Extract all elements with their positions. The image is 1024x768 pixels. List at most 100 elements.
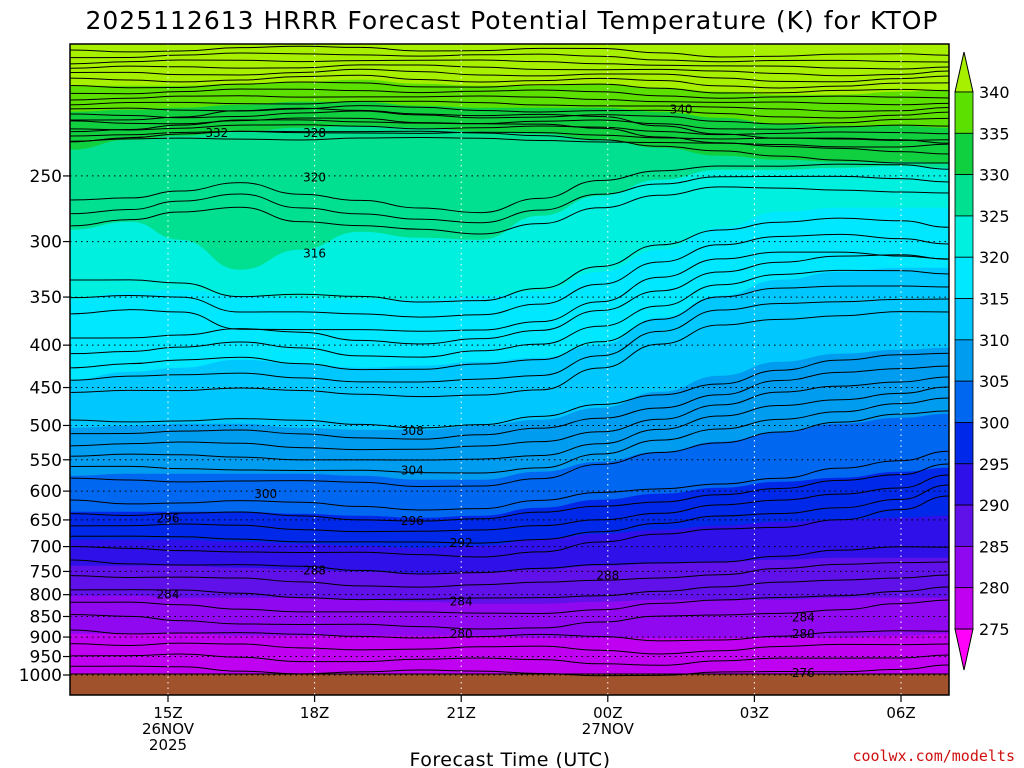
x-tick-label: 00Z xyxy=(593,704,622,722)
isentrope-line xyxy=(70,81,949,94)
y-tick-label: 450 xyxy=(30,379,62,399)
contour-fill-layer: 340 332 328 320 316 308 304 300 296 296 292 288 288 2… xyxy=(70,44,949,695)
isentrope-line xyxy=(70,59,949,70)
isentrope-line xyxy=(70,217,949,303)
colorbar-swatch xyxy=(954,545,974,589)
isentrope-line xyxy=(70,586,949,614)
y-tick-label: 600 xyxy=(30,482,62,502)
colorbar-tick-label: 300 xyxy=(979,413,1010,432)
ground-surface xyxy=(70,674,949,695)
isentrope-line xyxy=(70,574,949,601)
colorbar-swatch xyxy=(954,587,974,630)
contour-label: 316 xyxy=(303,246,326,260)
colorbar-swatch xyxy=(954,215,974,258)
colorbar-tick-label: 340 xyxy=(979,83,1010,102)
contour-label: 288 xyxy=(596,568,619,582)
isentrope-line xyxy=(70,64,949,77)
colorbar-swatch xyxy=(954,132,974,176)
contour-label: 284 xyxy=(450,594,473,608)
colorbar-tick-label: 285 xyxy=(979,537,1010,556)
colorbar-swatch xyxy=(954,463,974,506)
contour-label: 320 xyxy=(303,170,326,184)
isentrope-line xyxy=(70,175,949,224)
isentrope-line xyxy=(70,376,949,451)
isentrope-line xyxy=(70,45,949,58)
isentrope-line xyxy=(70,664,949,677)
colorbar-swatch xyxy=(954,298,974,341)
isentrope-line xyxy=(70,88,949,99)
contour-label: 280 xyxy=(792,627,815,641)
contour-label: 300 xyxy=(254,487,277,501)
colorbar-swatch xyxy=(954,91,974,134)
x-tick-label: 18Z xyxy=(300,704,329,722)
isentrope-line xyxy=(70,397,949,474)
colorbar-tick-label: 290 xyxy=(979,496,1010,515)
chart-title: 2025112613 HRRR Forecast Potential Tempe… xyxy=(85,6,938,35)
colorbar-swatch xyxy=(954,339,974,382)
colorbar-tick-label: 335 xyxy=(979,124,1010,143)
isentrope-line xyxy=(70,124,949,136)
y-tick-label: 300 xyxy=(30,233,62,253)
isentrope-line xyxy=(70,254,949,345)
x-tick-label: 27NOV xyxy=(582,720,635,738)
y-tick-label: 250 xyxy=(30,167,62,187)
isentrope-line xyxy=(70,642,949,655)
colorbar-swatch xyxy=(954,174,974,217)
colorbar-tick-label: 320 xyxy=(979,248,1010,267)
colorbar-tick-label: 275 xyxy=(979,620,1010,639)
colorbar-tick-label: 305 xyxy=(979,372,1010,391)
isentrope-line xyxy=(70,269,949,358)
isentrope-line xyxy=(70,546,949,575)
isentrope-line xyxy=(70,285,949,371)
contour-label: 332 xyxy=(205,126,228,140)
isentrope-line xyxy=(70,251,949,332)
isentrope-line xyxy=(70,110,949,125)
colorbar-swatch xyxy=(954,504,974,547)
isentrope-line xyxy=(70,450,949,511)
isentrope-line xyxy=(70,629,949,642)
isentrope-line xyxy=(70,233,949,318)
isentrope-line xyxy=(70,311,949,398)
x-tick-label: 2025 xyxy=(149,736,187,754)
contour-label: 308 xyxy=(401,424,424,438)
isentrope-line xyxy=(70,186,949,235)
isentrope-line xyxy=(70,100,949,112)
contour-label: 284 xyxy=(792,610,815,624)
isentrope-line xyxy=(70,386,949,461)
colorbar-tick-label: 295 xyxy=(979,455,1010,474)
isentrope-line xyxy=(70,105,949,119)
contour-label: 296 xyxy=(401,514,424,528)
y-tick-label: 350 xyxy=(30,288,62,308)
colorbar-tick-label: 315 xyxy=(979,290,1010,309)
y-tick-label: 700 xyxy=(30,538,62,558)
plot-frame xyxy=(69,43,950,696)
isentrope-line xyxy=(70,474,949,533)
x-axis-label: Forecast Time (UTC) xyxy=(410,749,611,768)
y-tick-label: 750 xyxy=(30,562,62,582)
isentrope-line xyxy=(70,463,949,522)
isentrope-line xyxy=(70,95,949,106)
credit-text: coolwx.com/modelts xyxy=(852,747,1015,765)
colorbar-swatch xyxy=(954,256,974,299)
isentrope-line xyxy=(70,298,949,383)
colorbar-swatch xyxy=(954,422,974,465)
x-tick-label: 15Z xyxy=(153,704,182,722)
isentrope-line xyxy=(70,119,949,155)
isentrope-line xyxy=(70,410,949,487)
isentrope-line xyxy=(70,561,949,588)
y-tick-label: 400 xyxy=(30,336,62,356)
contour-label: 340 xyxy=(670,103,693,117)
y-tick-label: 1000 xyxy=(19,666,62,686)
contour-label: 280 xyxy=(450,627,473,641)
contour-label: 276 xyxy=(792,666,815,680)
contour-label: 296 xyxy=(157,511,180,525)
x-tick-label: 21Z xyxy=(447,704,476,722)
isentrope-line xyxy=(70,68,949,83)
y-tick-label: 550 xyxy=(30,451,62,471)
colorbar-tick-label: 330 xyxy=(979,166,1010,185)
y-tick-label: 500 xyxy=(30,416,62,436)
y-tick-label: 850 xyxy=(30,607,62,627)
y-tick-label: 650 xyxy=(30,511,62,531)
isentrope-line xyxy=(70,163,949,214)
